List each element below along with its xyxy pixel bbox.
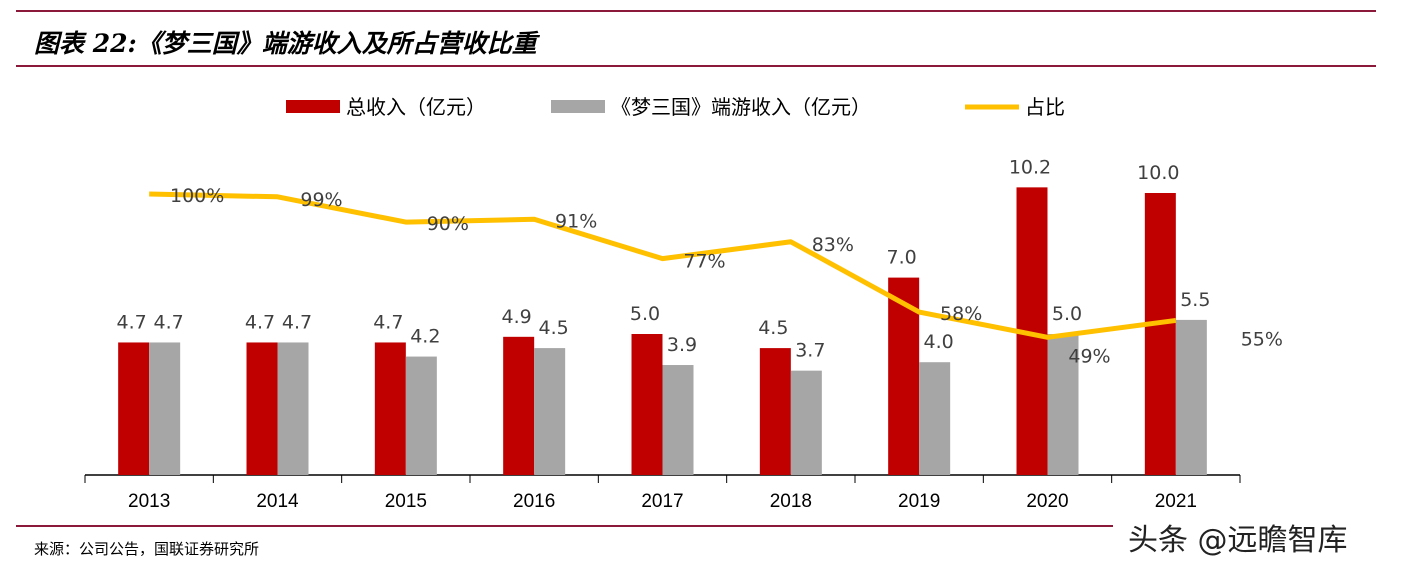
bar-total xyxy=(118,342,150,475)
data-label-total: 4.7 xyxy=(245,311,275,333)
data-label-game: 4.5 xyxy=(539,317,569,339)
bar-game xyxy=(149,342,181,475)
bar-game xyxy=(405,356,437,475)
data-label-game: 3.7 xyxy=(795,340,825,362)
data-label-total: 10.2 xyxy=(1009,156,1051,178)
figure-title: 图表 22:《梦三国》端游收入及所占营收比重 xyxy=(34,29,537,58)
source-note: 来源：公司公告，国联证券研究所 xyxy=(34,540,260,558)
x-tick-label: 2014 xyxy=(256,491,299,512)
bar-total xyxy=(374,342,406,475)
bar-total xyxy=(759,348,791,475)
data-label-ratio: 99% xyxy=(300,189,342,211)
bar-game xyxy=(1047,334,1079,475)
bar-game xyxy=(534,348,566,475)
data-label-total: 4.5 xyxy=(758,317,788,339)
bar-game xyxy=(662,365,694,475)
data-label-total: 5.0 xyxy=(630,303,660,325)
data-label-total: 4.9 xyxy=(502,306,532,328)
data-label-game: 3.9 xyxy=(667,334,697,356)
data-label-game: 4.2 xyxy=(410,326,440,348)
bar-game xyxy=(919,362,951,475)
legend-swatch-game xyxy=(551,100,605,113)
x-tick-label: 2015 xyxy=(385,491,427,512)
x-tick-label: 2021 xyxy=(1155,491,1197,512)
bar-game xyxy=(277,342,309,475)
data-label-game: 4.7 xyxy=(154,311,184,333)
legend-swatch-total xyxy=(286,100,340,113)
data-label-game: 5.5 xyxy=(1180,289,1210,311)
data-label-ratio: 58% xyxy=(940,303,982,325)
data-label-total: 10.0 xyxy=(1137,162,1179,184)
bar-total xyxy=(246,342,278,475)
data-label-ratio: 100% xyxy=(170,185,224,207)
data-label-ratio: 90% xyxy=(427,213,469,235)
x-tick-label: 2016 xyxy=(513,491,555,512)
data-label-ratio: 49% xyxy=(1068,345,1110,367)
bar-total xyxy=(1144,193,1176,475)
x-tick-label: 2019 xyxy=(898,491,940,512)
bar-game xyxy=(1175,319,1207,475)
title-rule xyxy=(16,65,1376,67)
data-label-game: 5.0 xyxy=(1052,303,1082,325)
data-label-game: 4.0 xyxy=(924,331,954,353)
bar-game xyxy=(790,370,822,475)
bar-total xyxy=(631,334,663,475)
x-tick-label: 2018 xyxy=(770,491,812,512)
data-label-ratio: 83% xyxy=(812,234,854,256)
data-label-game: 4.7 xyxy=(282,311,312,333)
top-rule xyxy=(16,10,1376,12)
watermark: 头条 @远瞻智库 xyxy=(1128,523,1348,558)
data-label-total: 4.7 xyxy=(117,311,147,333)
data-label-ratio: 55% xyxy=(1241,328,1283,350)
legend-label-total: 总收入（亿元） xyxy=(346,95,486,119)
data-label-total: 7.0 xyxy=(887,247,917,269)
x-tick-label: 2013 xyxy=(128,491,170,512)
bar-total xyxy=(503,336,535,475)
bottom-rule xyxy=(16,525,1113,527)
data-label-ratio: 77% xyxy=(683,251,725,273)
x-tick-label: 2017 xyxy=(641,491,683,512)
legend-label-game: 《梦三国》端游收入（亿元） xyxy=(611,95,871,119)
x-tick-label: 2020 xyxy=(1026,491,1068,512)
legend-label-ratio: 占比 xyxy=(1025,95,1065,119)
data-label-ratio: 91% xyxy=(555,210,597,232)
data-label-total: 4.7 xyxy=(373,311,403,333)
